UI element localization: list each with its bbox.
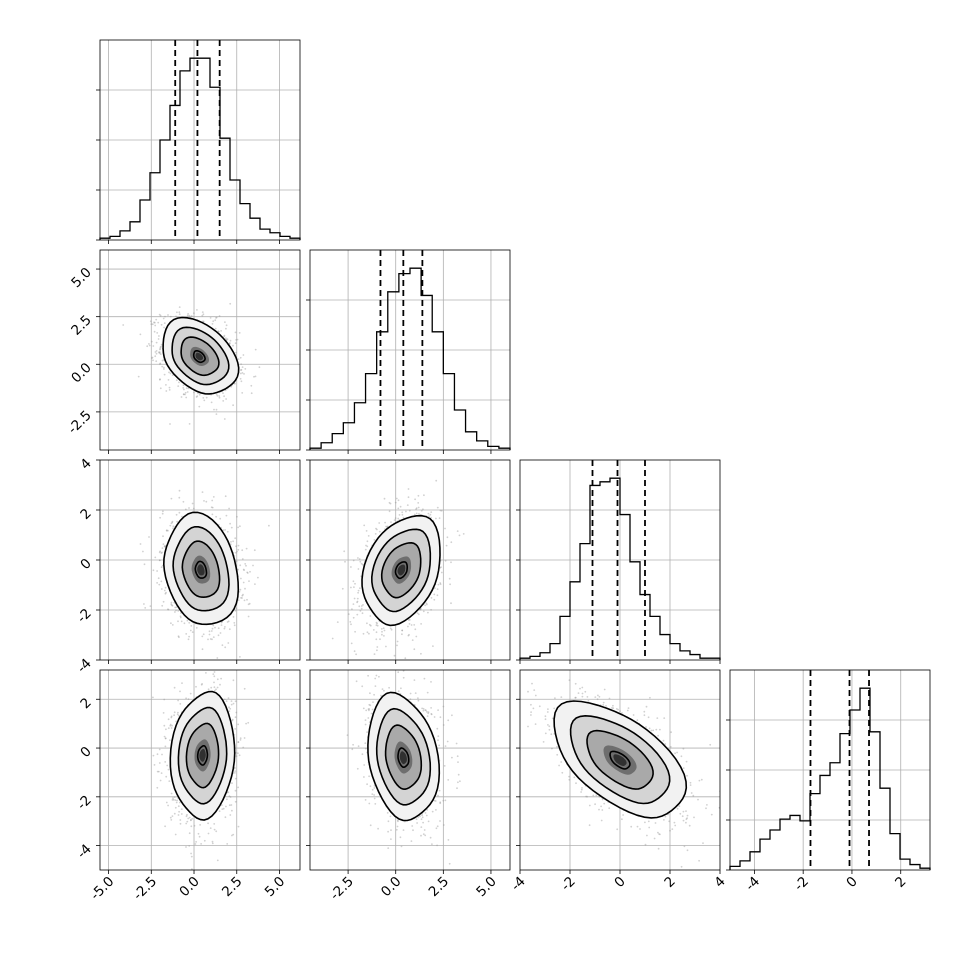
- contour-line: [194, 560, 208, 579]
- contour-line: [609, 750, 631, 770]
- joint-panel-2-3: [516, 669, 721, 874]
- contour-line: [180, 336, 220, 377]
- contour-line: [185, 722, 220, 789]
- y-tick-label: -2: [74, 792, 95, 813]
- x-tick-label: -2.5: [327, 874, 357, 904]
- y-tick-label: -4: [74, 841, 95, 862]
- y-tick-label: 0: [77, 744, 94, 761]
- panel-frame: [519, 669, 721, 871]
- x-tick-label: -2.5: [130, 874, 160, 904]
- joint-panel-1-2: [306, 459, 511, 664]
- contour-line: [181, 540, 221, 599]
- contour-line: [384, 724, 423, 791]
- contour-line: [569, 714, 671, 805]
- y-tick-label: 2: [77, 695, 94, 712]
- x-tick-label: 0: [611, 874, 628, 891]
- contour-line: [367, 691, 441, 822]
- contour-line: [192, 350, 206, 364]
- panel-frame: [99, 249, 301, 451]
- marginal-panel-0: [96, 39, 301, 244]
- contour-line: [380, 541, 422, 599]
- joint-panel-0-2: [96, 459, 301, 664]
- x-tick-label: 2: [892, 874, 909, 891]
- contour-line: [177, 706, 228, 805]
- x-tick-label: 2.5: [219, 874, 246, 901]
- x-tick-label: 0: [843, 874, 860, 891]
- x-tick-label: 0.0: [176, 874, 203, 901]
- contour-line: [586, 729, 654, 790]
- y-tick-label: -4: [74, 656, 95, 677]
- x-tick-label: 0.0: [378, 874, 405, 901]
- contour-line: [370, 528, 432, 613]
- contour-line: [553, 700, 688, 819]
- histogram-step-0: [99, 57, 301, 240]
- histogram-step-2: [519, 477, 721, 660]
- y-tick-label: -2: [74, 606, 95, 627]
- contour-line: [196, 745, 209, 766]
- marginal-panel-2: [516, 459, 721, 664]
- contour-line: [162, 511, 240, 626]
- y-tick-label: 4: [77, 456, 94, 473]
- y-tick-label: -2.5: [65, 407, 95, 437]
- panel-frame: [309, 249, 511, 451]
- panel-frame: [519, 459, 721, 661]
- histogram-step-1: [309, 267, 511, 450]
- joint-panel-0-3: [96, 669, 301, 874]
- x-tick-label: 4: [711, 874, 728, 891]
- marginal-panel-3: [726, 669, 931, 874]
- panel-frame: [99, 459, 301, 661]
- contour-line: [162, 316, 240, 395]
- panel-frame: [309, 459, 511, 661]
- x-tick-label: 2: [661, 874, 678, 891]
- histogram-step-3: [729, 687, 931, 870]
- joint-panel-1-3: [306, 669, 511, 874]
- density-fill: [397, 564, 406, 576]
- y-tick-label: 0.0: [68, 360, 95, 387]
- contour-line: [397, 747, 410, 768]
- contour-line: [169, 690, 236, 821]
- y-tick-label: 0: [77, 556, 94, 573]
- marginal-panel-1: [306, 249, 511, 454]
- density-fill: [199, 749, 206, 762]
- density-fill: [613, 754, 627, 766]
- x-tick-label: 5.0: [473, 874, 500, 901]
- panel-frame: [309, 669, 511, 871]
- y-tick-label: 2.5: [68, 312, 95, 339]
- x-tick-label: 2.5: [426, 874, 453, 901]
- x-tick-label: -4: [742, 874, 763, 895]
- contour-line: [375, 707, 432, 806]
- panel-frame: [99, 39, 301, 241]
- x-tick-label: -4: [508, 874, 529, 895]
- contour-line: [361, 514, 441, 627]
- density-fill: [399, 751, 407, 765]
- y-tick-label: 5.0: [68, 265, 95, 292]
- x-tick-label: -5.0: [87, 874, 117, 904]
- contour-line: [171, 326, 230, 386]
- contour-line: [394, 561, 408, 580]
- panel-frame: [729, 669, 931, 871]
- density-fill: [195, 352, 204, 361]
- y-tick-label: 2: [77, 506, 94, 523]
- x-tick-label: -2: [558, 874, 579, 895]
- x-tick-label: -2: [791, 874, 812, 895]
- x-tick-label: 5.0: [262, 874, 289, 901]
- density-fill: [197, 564, 205, 576]
- contour-line: [172, 526, 230, 612]
- joint-panel-0-1: [96, 249, 301, 454]
- panel-frame: [99, 669, 301, 871]
